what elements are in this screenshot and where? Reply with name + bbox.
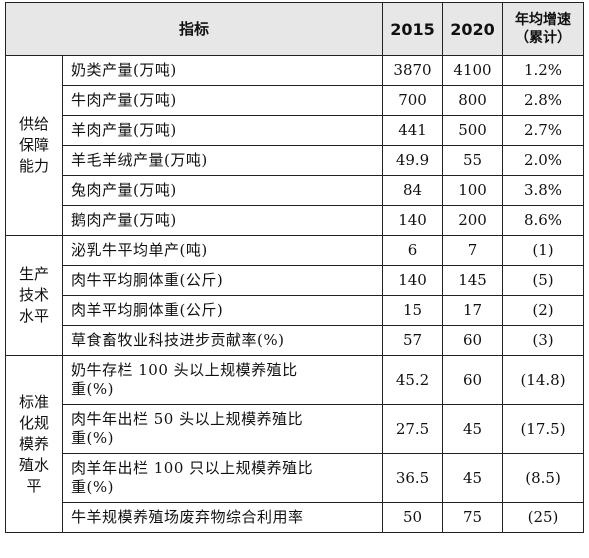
growth-cell: (5) — [502, 265, 585, 296]
header-indicator: 指标 — [4, 2, 384, 56]
growth-cell: (8.5) — [502, 453, 585, 503]
table-row: 羊毛羊绒产量(万吨) 49.9 55 2.0% — [6, 145, 585, 176]
indicator-cell: 牛肉产量(万吨) — [61, 85, 384, 116]
growth-cell: 2.8% — [502, 85, 585, 116]
growth-cell: (25) — [502, 502, 585, 533]
header-2020: 2020 — [442, 2, 504, 56]
value-2020-cell: 75 — [442, 502, 504, 533]
value-2020-cell: 145 — [442, 265, 504, 296]
table-row: 肉牛平均胴体重(公斤) 140 145 (5) — [6, 265, 585, 296]
value-2020-cell: 200 — [442, 205, 504, 236]
growth-cell: (17.5) — [502, 404, 585, 454]
value-2015-cell: 36.5 — [382, 453, 444, 503]
value-2015-cell: 3870 — [382, 55, 444, 86]
header-row: 指标 2015 2020 年均增速 （累计） — [4, 2, 585, 56]
value-2015-cell: 57 — [382, 325, 444, 356]
table-row: 肉羊年出栏 100 只以上规模养殖比 重(%) 36.5 45 (8.5) — [6, 453, 585, 503]
indicator-cell: 羊毛羊绒产量(万吨) — [61, 145, 384, 176]
value-2015-cell: 45.2 — [382, 355, 444, 405]
value-2020-cell: 4100 — [442, 55, 504, 86]
value-2020-cell: 100 — [442, 175, 504, 206]
livestock-targets-table: 指标 2015 2020 年均增速 （累计） 供给 保障 能力 奶类产量(万吨)… — [4, 2, 585, 533]
growth-cell: 3.8% — [502, 175, 585, 206]
value-2015-cell: 49.9 — [382, 145, 444, 176]
header-growth: 年均增速 （累计） — [502, 2, 585, 56]
value-2015-cell: 441 — [382, 115, 444, 146]
indicator-cell: 鹅肉产量(万吨) — [61, 205, 384, 236]
value-2015-cell: 140 — [382, 205, 444, 236]
header-growth-line2: （累计） — [515, 30, 572, 46]
value-2020-cell: 500 — [442, 115, 504, 146]
value-2015-cell: 27.5 — [382, 404, 444, 454]
indicator-cell: 奶牛存栏 100 头以上规模养殖比 重(%) — [61, 355, 384, 405]
table-row: 供给 保障 能力 奶类产量(万吨) 3870 4100 1.2% — [5, 55, 585, 236]
indicator-cell: 羊肉产量(万吨) — [61, 115, 384, 146]
header-growth-line1: 年均增速 — [515, 12, 572, 28]
table-row: 牛肉产量(万吨) 700 800 2.8% — [6, 85, 585, 116]
indicator-cell: 奶类产量(万吨) — [61, 55, 384, 86]
value-2020-cell: 45 — [442, 404, 504, 454]
value-2020-cell: 800 — [442, 85, 504, 116]
growth-cell: 1.2% — [502, 55, 585, 86]
table-row: 肉羊平均胴体重(公斤) 15 17 (2) — [6, 295, 585, 326]
value-2020-cell: 60 — [442, 355, 504, 405]
value-2015-cell: 6 — [382, 235, 444, 266]
indicator-cell: 肉羊年出栏 100 只以上规模养殖比 重(%) — [61, 453, 384, 503]
growth-cell: (1) — [502, 235, 585, 266]
value-2015-cell: 140 — [382, 265, 444, 296]
table-row: 标准 化规 模养 殖水 平 奶牛存栏 100 头以上规模养殖比 重(%) 45.… — [5, 355, 585, 533]
value-2015-cell: 15 — [382, 295, 444, 326]
indicator-cell: 泌乳牛平均单产(吨) — [61, 235, 384, 266]
value-2015-cell: 50 — [382, 502, 444, 533]
indicator-cell: 草食畜牧业科技进步贡献率(%) — [61, 325, 384, 356]
category-cell: 标准 化规 模养 殖水 平 — [5, 355, 63, 533]
indicator-cell: 兔肉产量(万吨) — [61, 175, 384, 206]
table-row: 肉牛年出栏 50 头以上规模养殖比 重(%) 27.5 45 (17.5) — [6, 404, 585, 454]
growth-cell: 8.6% — [502, 205, 585, 236]
value-2020-cell: 55 — [442, 145, 504, 176]
growth-cell: 2.0% — [502, 145, 585, 176]
value-2015-cell: 700 — [382, 85, 444, 116]
growth-cell: 2.7% — [502, 115, 585, 146]
value-2020-cell: 7 — [442, 235, 504, 266]
table-row: 牛羊规模养殖场废弃物综合利用率 50 75 (25) — [6, 502, 585, 533]
growth-cell: (14.8) — [502, 355, 585, 405]
category-cell: 生产 技术 水平 — [5, 235, 63, 356]
indicator-cell: 肉牛年出栏 50 头以上规模养殖比 重(%) — [61, 404, 384, 454]
indicator-cell: 肉牛平均胴体重(公斤) — [61, 265, 384, 296]
table-row: 羊肉产量(万吨) 441 500 2.7% — [6, 115, 585, 146]
growth-cell: (2) — [502, 295, 585, 326]
header-2015: 2015 — [382, 2, 444, 56]
category-cell: 供给 保障 能力 — [5, 55, 63, 236]
growth-cell: (3) — [502, 325, 585, 356]
table-row: 兔肉产量(万吨) 84 100 3.8% — [6, 175, 585, 206]
value-2015-cell: 84 — [382, 175, 444, 206]
value-2020-cell: 17 — [442, 295, 504, 326]
table-row: 生产 技术 水平 泌乳牛平均单产(吨) 6 7 (1) — [5, 235, 585, 356]
indicator-cell: 肉羊平均胴体重(公斤) — [61, 295, 384, 326]
value-2020-cell: 60 — [442, 325, 504, 356]
table-row: 草食畜牧业科技进步贡献率(%) 57 60 (3) — [6, 325, 585, 356]
value-2020-cell: 45 — [442, 453, 504, 503]
table-container: 指标 2015 2020 年均增速 （累计） 供给 保障 能力 奶类产量(万吨)… — [4, 2, 585, 533]
indicator-cell: 牛羊规模养殖场废弃物综合利用率 — [61, 502, 384, 533]
table-row: 鹅肉产量(万吨) 140 200 8.6% — [6, 205, 585, 236]
